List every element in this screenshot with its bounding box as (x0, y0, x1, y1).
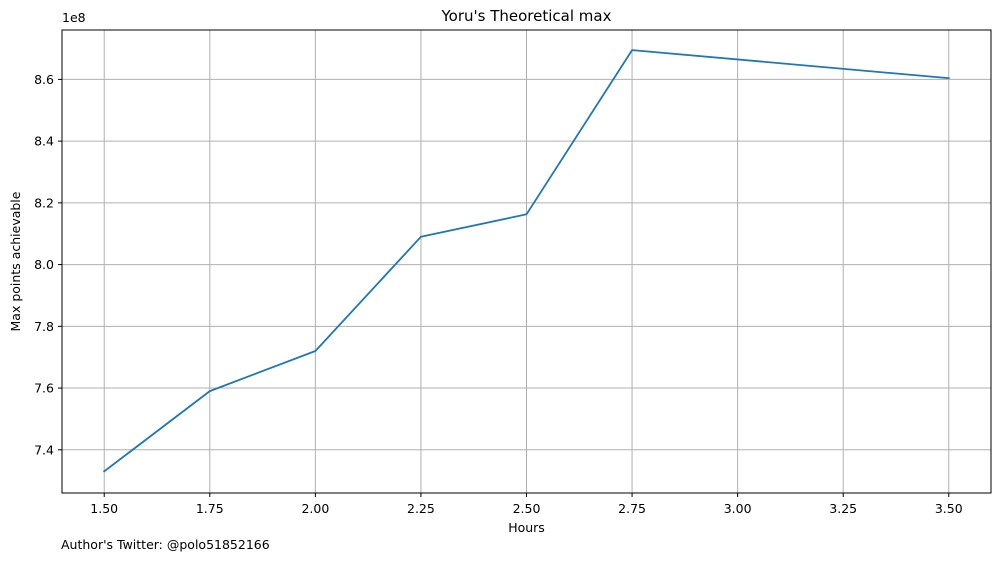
y-tick-label: 8.0 (34, 257, 54, 272)
x-tick-label: 3.00 (724, 501, 752, 516)
x-tick-label: 2.75 (618, 501, 646, 516)
y-axis-offset-label: 1e8 (62, 10, 86, 25)
x-tick-label: 2.50 (513, 501, 541, 516)
x-tick-label: 1.75 (196, 501, 224, 516)
y-tick-label: 7.6 (34, 381, 54, 396)
y-axis-label: Max points achievable (8, 191, 23, 331)
grid-lines (62, 30, 991, 493)
x-tick-label: 2.00 (301, 501, 329, 516)
axis-ticks: 1.50 1.75 2.00 2.25 2.50 2.75 3.00 3.25 3.50 7.4 7… (34, 72, 963, 516)
y-tick-label: 7.4 (34, 442, 54, 457)
author-twitter-note: Author's Twitter: @polo51852166 (61, 537, 270, 552)
y-tick-label: 8.6 (34, 72, 54, 87)
x-tick-label: 3.50 (935, 501, 963, 516)
x-tick-label: 1.50 (90, 501, 118, 516)
y-tick-label: 7.8 (34, 319, 54, 334)
x-axis-label: Hours (508, 520, 545, 535)
series-line (102, 49, 950, 473)
series-layer (102, 49, 950, 473)
x-tick-label: 3.25 (829, 501, 857, 516)
y-tick-label: 8.2 (34, 195, 54, 210)
x-tick-label: 2.25 (407, 501, 435, 516)
chart-title: Yoru's Theoretical max (441, 7, 612, 25)
y-tick-label: 8.4 (34, 134, 54, 149)
